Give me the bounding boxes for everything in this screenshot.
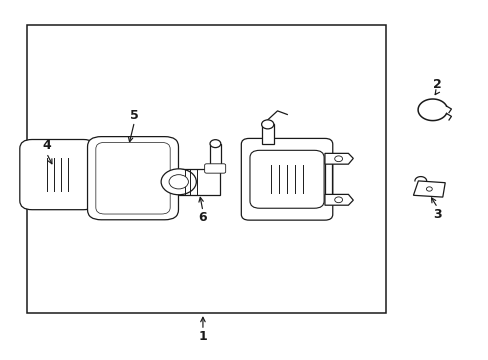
Circle shape xyxy=(426,187,431,191)
FancyBboxPatch shape xyxy=(87,137,178,220)
Circle shape xyxy=(334,197,342,203)
FancyBboxPatch shape xyxy=(204,164,225,173)
Text: 1: 1 xyxy=(198,330,207,343)
Circle shape xyxy=(161,169,196,195)
Bar xyxy=(27,25,386,313)
Text: 2: 2 xyxy=(432,78,441,91)
Circle shape xyxy=(210,140,220,148)
FancyBboxPatch shape xyxy=(20,139,96,210)
Circle shape xyxy=(169,175,188,189)
FancyBboxPatch shape xyxy=(241,139,332,220)
Text: 6: 6 xyxy=(198,211,207,224)
Text: 4: 4 xyxy=(42,139,51,152)
Polygon shape xyxy=(412,181,444,197)
Circle shape xyxy=(261,120,273,129)
Text: 5: 5 xyxy=(130,109,139,122)
FancyBboxPatch shape xyxy=(96,143,170,214)
Circle shape xyxy=(334,156,342,162)
Polygon shape xyxy=(324,153,352,164)
Text: 3: 3 xyxy=(432,208,441,221)
Bar xyxy=(324,158,331,200)
Polygon shape xyxy=(324,194,352,205)
Bar xyxy=(261,124,273,144)
Bar xyxy=(179,169,220,195)
FancyBboxPatch shape xyxy=(249,150,324,208)
Bar xyxy=(209,144,220,169)
